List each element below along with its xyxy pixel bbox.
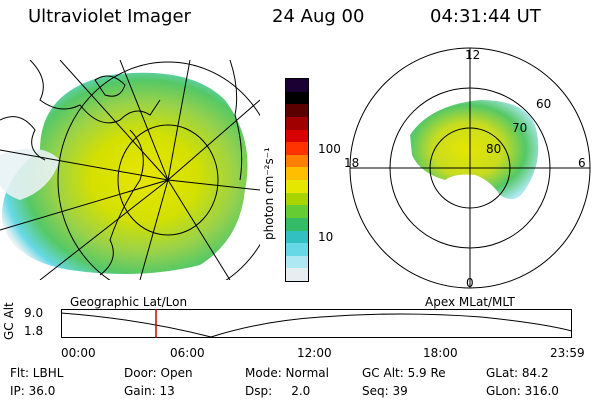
colorbar-tick-100: 100 (318, 142, 341, 156)
status-dsp: Dsp: 2.0 (245, 384, 311, 398)
timeline-ytick-low: 1.8 (24, 324, 44, 338)
status-glat: GLat: 84.2 (486, 366, 549, 380)
mlt-label-18: 18 (344, 156, 359, 170)
mlat-label-60: 60 (536, 97, 551, 111)
colorbar-band (286, 268, 308, 281)
mlat-label-80: 80 (486, 142, 501, 156)
status-gain: Gain: 13 (124, 384, 175, 398)
colorbar-band (286, 91, 308, 105)
status-ip: IP: 36.0 (10, 384, 56, 398)
apex-panel-label: Apex MLat/MLT (425, 295, 515, 309)
colorbar-band (286, 104, 308, 117)
mlat-label-70: 70 (512, 121, 527, 135)
status-filter: Flt: LBHL (10, 366, 64, 380)
timeline-xtick-0600: 06:00 (170, 346, 205, 360)
colorbar-band (286, 142, 308, 155)
colorbar-unit-label: photon cm⁻²s⁻¹ (262, 147, 276, 240)
colorbar-band (286, 79, 308, 92)
auroral-oval (410, 100, 539, 199)
mlt-polar-plot: 12 0 18 6 60 70 80 (344, 47, 591, 290)
status-door: Door: Open (124, 366, 193, 380)
timeline-xtick-2359: 23:59 (550, 346, 585, 360)
timeline-axis-label: GC Alt (2, 302, 16, 340)
colorbar-band (286, 243, 308, 256)
instrument-title: Ultraviolet Imager (28, 6, 191, 27)
date-label: 24 Aug 00 (272, 6, 365, 27)
status-mode: Mode: Normal (245, 366, 329, 380)
coastline (29, 60, 161, 124)
gc-alt-curve (61, 312, 573, 338)
time-label: 04:31:44 UT (430, 6, 541, 27)
timeline-xtick-1200: 12:00 (297, 346, 332, 360)
aurora-region-geographic (1, 72, 248, 275)
colorbar-band (286, 167, 308, 180)
colorbar-band (286, 255, 308, 269)
colorbar-band (286, 154, 308, 168)
mlt-label-0: 0 (466, 276, 474, 290)
mlt-label-6: 6 (578, 156, 586, 170)
colorbar-band (286, 180, 308, 193)
status-seq: Seq: 39 (362, 384, 408, 398)
mlt-label-12: 12 (465, 48, 480, 62)
status-glon: GLon: 316.0 (486, 384, 559, 398)
colorbar-band (286, 129, 308, 143)
colorbar-band (286, 230, 308, 244)
geographic-panel-label: Geographic Lat/Lon (70, 295, 188, 309)
timeline-xtick-1800: 18:00 (423, 346, 458, 360)
colorbar-band (286, 205, 308, 218)
colorbar-tick-10: 10 (318, 230, 334, 244)
timeline-ytick-high: 9.0 (24, 306, 44, 320)
status-gc-alt: GC Alt: 5.9 Re (362, 366, 446, 380)
gc-alt-timeline (61, 309, 573, 338)
colorbar-band (286, 217, 308, 231)
colorbar-band (286, 116, 308, 130)
latitude-circle (57, 61, 260, 280)
latitude-circle (117, 124, 219, 236)
geographic-image (0, 60, 260, 280)
colorbar-band (286, 192, 308, 206)
colorbar (285, 78, 309, 282)
timeline-xtick-0000: 00:00 (61, 346, 96, 360)
